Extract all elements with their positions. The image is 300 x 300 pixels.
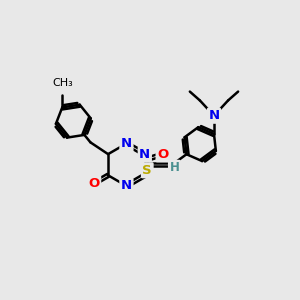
Text: N: N [121,179,132,192]
Text: N: N [121,137,132,150]
Text: N: N [139,148,150,160]
Text: O: O [157,148,168,161]
Text: CH₃: CH₃ [52,78,73,88]
Text: N: N [208,109,220,122]
Text: H: H [169,161,179,174]
Text: O: O [88,177,100,190]
Text: S: S [142,164,152,177]
